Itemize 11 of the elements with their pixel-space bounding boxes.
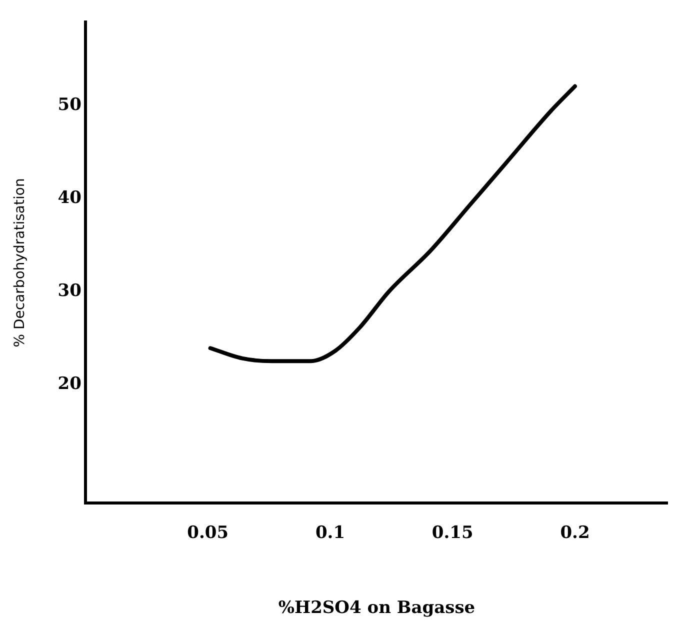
- x-tick-label: 0.05: [187, 522, 229, 543]
- y-axis-title: % Decarbohydratisation: [12, 178, 28, 348]
- x-tick-label: 0.15: [432, 522, 474, 543]
- y-tick-label: 40: [58, 188, 82, 208]
- y-tick-label: 30: [58, 280, 82, 301]
- y-tick-label: 50: [58, 95, 82, 116]
- y-tick-label: 20: [58, 374, 82, 394]
- x-tick-label: 0.2: [560, 522, 590, 543]
- line-series: [208, 84, 577, 364]
- x-axis-title: %H2SO4 on Bagasse: [278, 598, 476, 618]
- x-tick-label: 0.1: [315, 522, 346, 543]
